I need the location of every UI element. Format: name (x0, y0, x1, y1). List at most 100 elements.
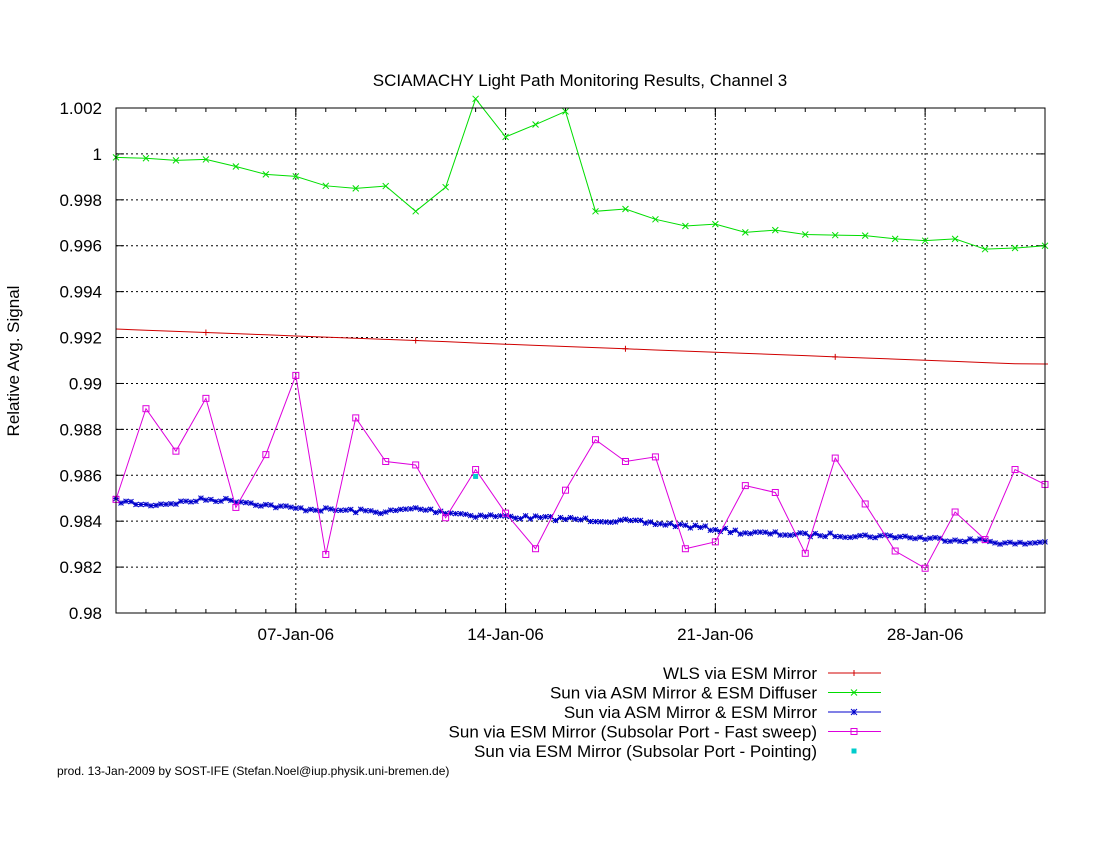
point-marker (652, 521, 659, 528)
point-marker (202, 156, 210, 163)
point-marker (502, 133, 509, 141)
point-marker (802, 530, 809, 537)
point-marker (172, 447, 180, 455)
point-marker (621, 458, 629, 465)
point-marker (997, 541, 1003, 548)
point-marker (981, 245, 989, 253)
point-marker (357, 506, 364, 513)
point-marker (687, 525, 694, 531)
point-marker (972, 538, 978, 544)
plot-frame (115, 107, 1046, 614)
point-marker (892, 534, 899, 541)
point-marker (133, 501, 139, 508)
point-marker (228, 497, 234, 504)
point-marker (202, 394, 210, 402)
point-marker (292, 173, 300, 180)
legend-item: Sun via ESM Mirror (Subsolar Port - Poin… (474, 742, 857, 761)
y-tick-label: 1.002 (59, 99, 102, 118)
point-marker (1037, 539, 1043, 546)
point-marker (951, 235, 959, 243)
point-marker (851, 670, 857, 676)
point-marker (622, 205, 629, 213)
point-marker (477, 512, 484, 519)
series-5 (473, 473, 479, 479)
point-marker (178, 498, 184, 505)
point-marker (861, 232, 869, 239)
point-marker (722, 525, 729, 532)
series-layer (112, 95, 1049, 572)
point-marker (547, 513, 554, 520)
point-marker (747, 530, 754, 537)
point-marker (741, 482, 749, 490)
point-marker (232, 163, 240, 170)
point-marker (442, 510, 449, 517)
point-marker (382, 509, 389, 515)
point-marker (562, 516, 569, 523)
point-marker (822, 533, 829, 540)
point-marker (642, 520, 649, 527)
point-marker (921, 564, 929, 572)
point-marker (712, 220, 719, 228)
point-marker (447, 510, 454, 516)
point-marker (612, 518, 619, 525)
point-marker (907, 534, 913, 541)
point-marker (737, 531, 744, 537)
point-marker (912, 535, 918, 542)
point-marker (473, 473, 479, 479)
point-marker (622, 345, 629, 352)
point-marker (627, 517, 634, 524)
point-marker (877, 532, 884, 539)
point-marker (302, 507, 309, 514)
point-marker (752, 529, 759, 535)
y-tick-label: 0.998 (59, 191, 102, 210)
point-marker (967, 536, 973, 542)
point-marker (992, 540, 998, 546)
point-marker (262, 501, 269, 508)
point-marker (173, 501, 179, 507)
point-marker (297, 505, 304, 511)
point-marker (142, 154, 150, 162)
point-marker (193, 498, 199, 505)
series-4 (112, 371, 1049, 572)
point-marker (832, 353, 839, 360)
point-marker (602, 519, 609, 525)
point-marker (942, 538, 948, 544)
point-marker (777, 532, 784, 538)
point-marker (487, 512, 494, 518)
point-marker (562, 108, 569, 115)
point-marker (352, 184, 360, 192)
point-marker (492, 513, 499, 520)
point-marker (322, 505, 329, 511)
point-marker (427, 506, 434, 513)
point-marker (382, 458, 390, 465)
point-marker (572, 516, 579, 522)
point-marker (372, 509, 379, 516)
point-marker (771, 226, 779, 234)
point-marker (352, 509, 359, 516)
point-marker (218, 498, 224, 505)
point-marker (352, 414, 360, 422)
point-marker (902, 533, 909, 540)
series-line (115, 97, 1046, 250)
point-marker (142, 405, 150, 413)
legend-label: Sun via ESM Mirror (Subsolar Port - Poin… (474, 742, 817, 761)
series-line (115, 328, 1046, 365)
point-marker (522, 512, 529, 519)
point-marker (757, 529, 764, 535)
point-marker (692, 522, 699, 529)
point-marker (887, 532, 894, 539)
point-marker (712, 526, 719, 533)
point-marker (252, 502, 259, 509)
point-marker (188, 499, 194, 505)
point-marker (857, 532, 864, 539)
point-marker (850, 689, 858, 696)
point-marker (681, 545, 689, 553)
legend-item: Sun via ASM Mirror & ESM Mirror (564, 703, 881, 722)
point-marker (1012, 541, 1018, 547)
point-marker (342, 507, 349, 514)
point-marker (652, 215, 659, 223)
point-marker (472, 95, 479, 103)
point-marker (827, 530, 834, 536)
point-marker (467, 512, 474, 519)
point-marker (951, 508, 959, 516)
